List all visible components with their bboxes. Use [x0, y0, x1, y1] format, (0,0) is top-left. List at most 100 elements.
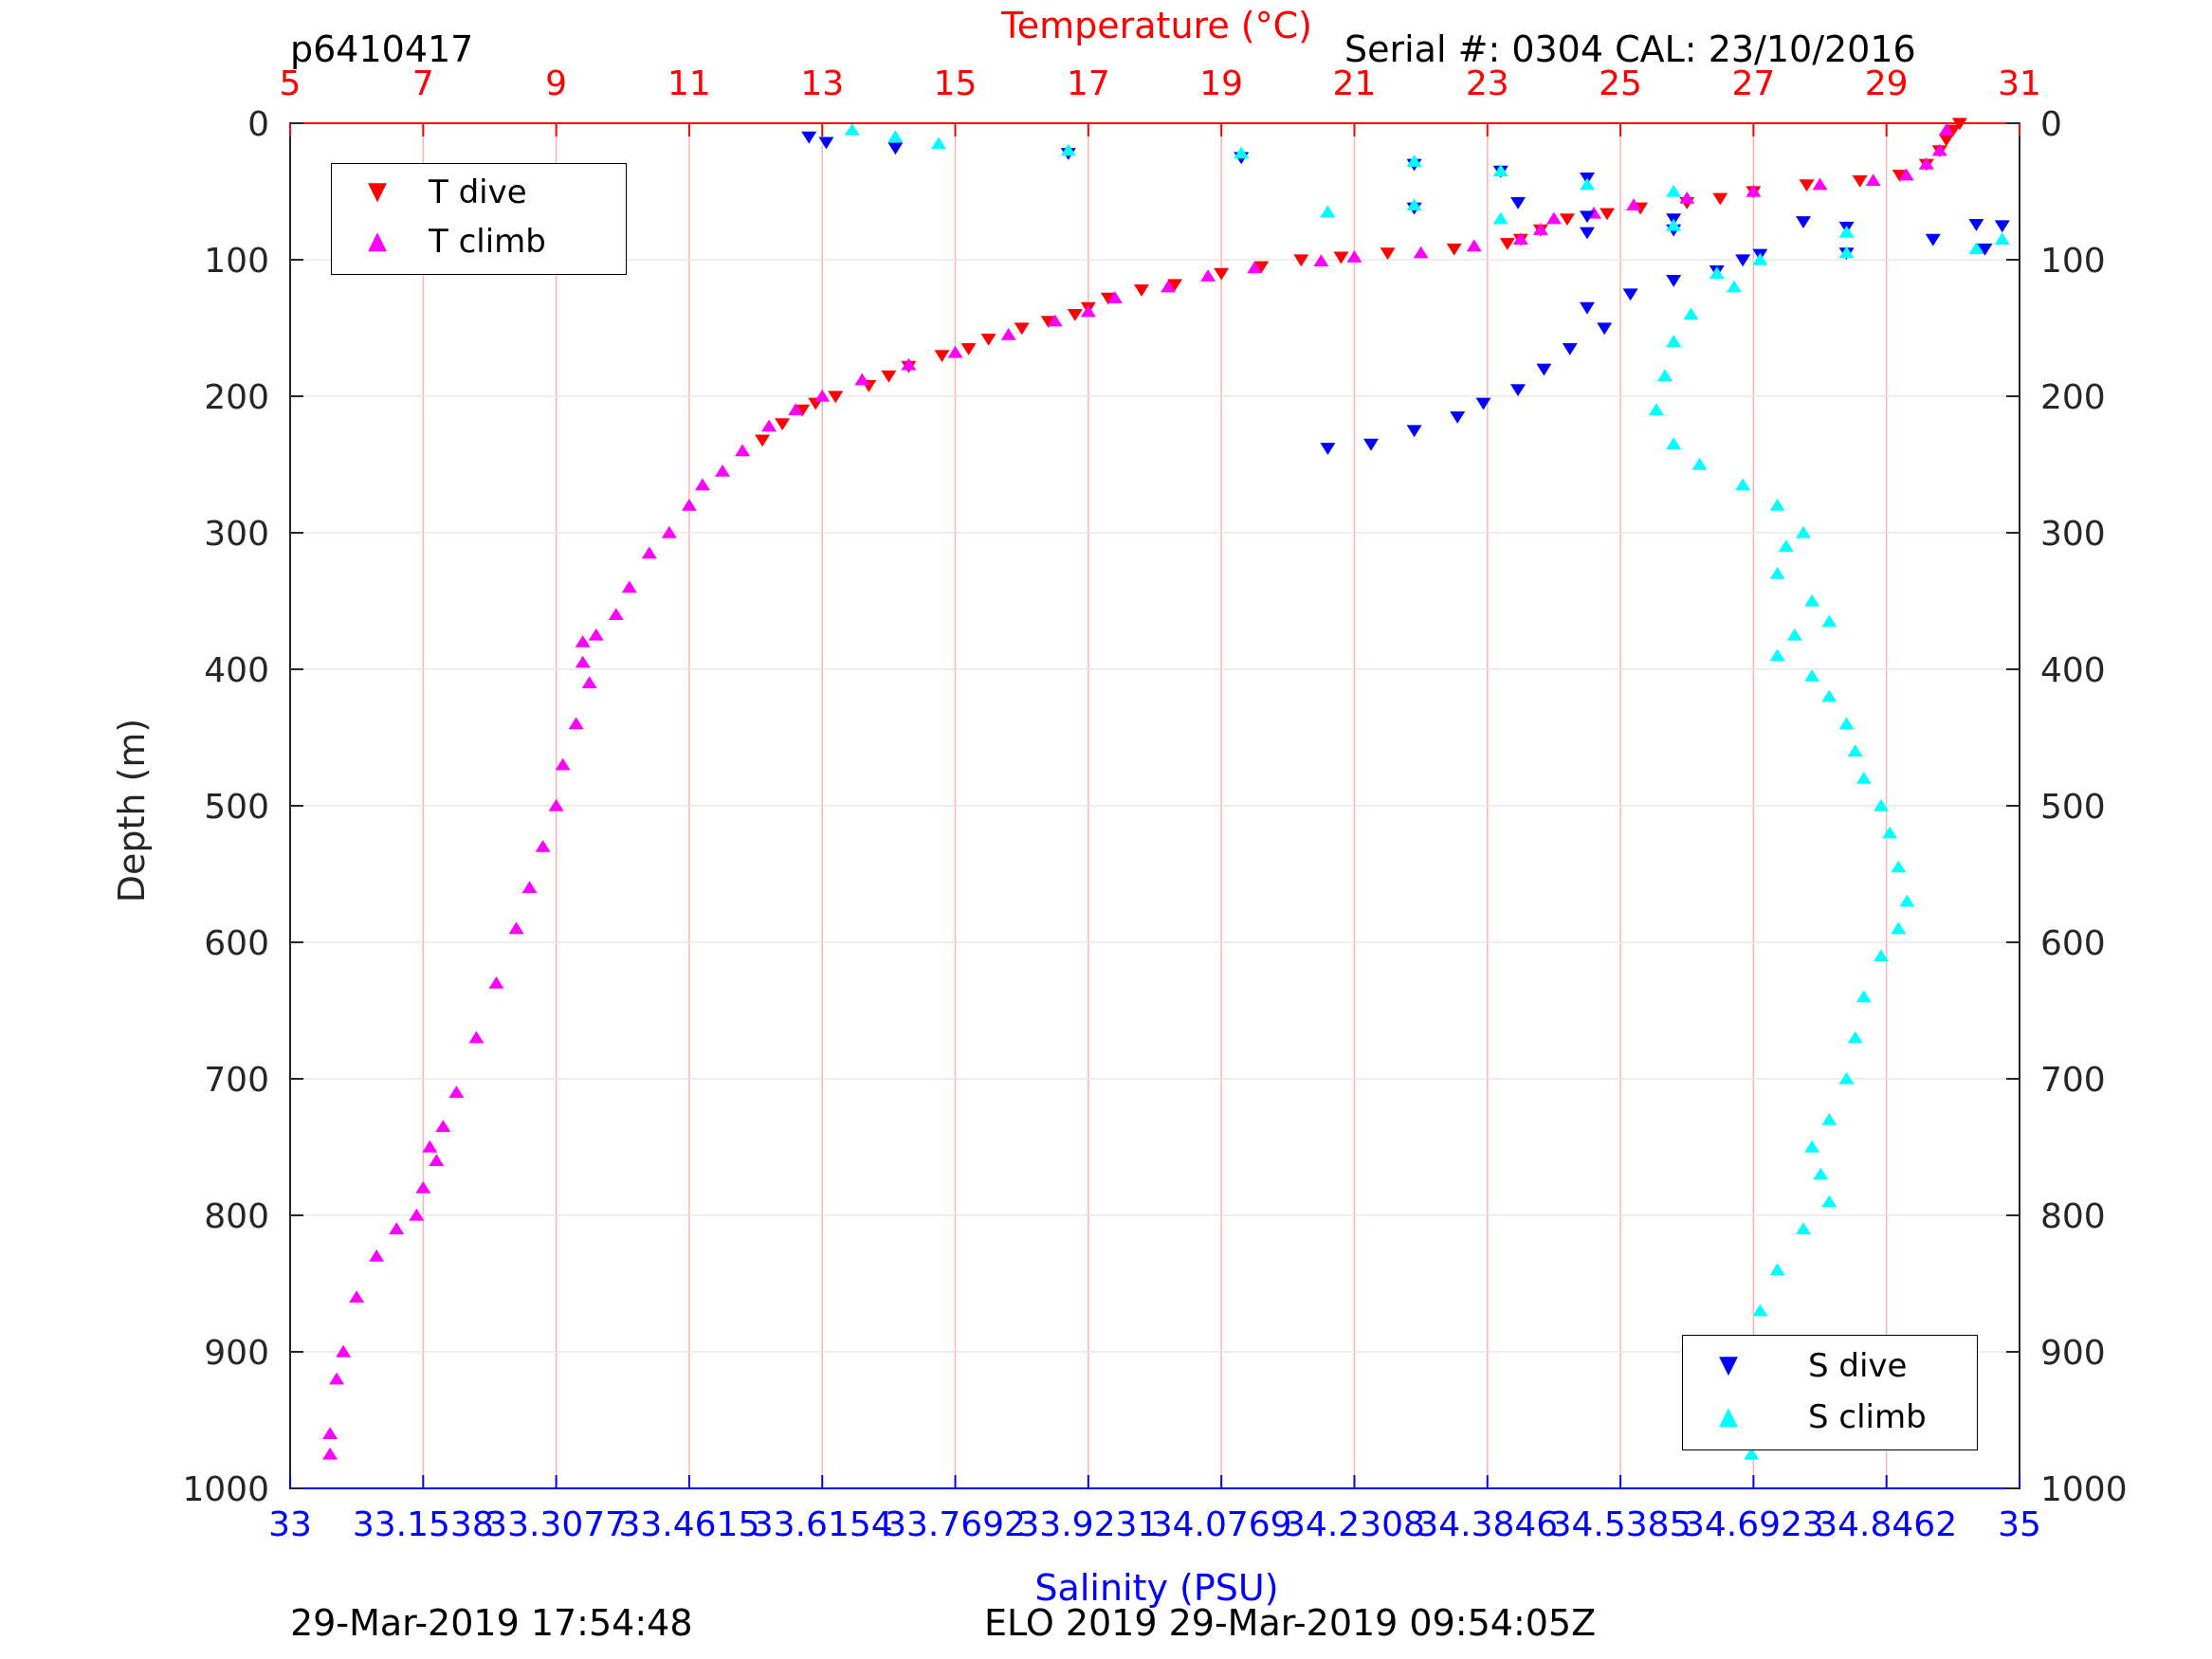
data-point	[1293, 254, 1309, 267]
data-point	[1047, 314, 1063, 327]
data-point	[435, 1120, 451, 1132]
data-point	[1838, 226, 1855, 238]
depth-tick-label-right: 400	[2040, 651, 2106, 690]
salinity-tick-label: 33.6154	[752, 1505, 893, 1544]
data-point	[1363, 438, 1379, 451]
depth-tick-label-right: 500	[2040, 788, 2106, 827]
data-point	[761, 419, 777, 432]
salinity-tick-label: 34.2308	[1284, 1505, 1425, 1544]
data-point	[1709, 266, 1725, 279]
data-point	[1580, 227, 1595, 240]
depth-tick-label-left: 500	[204, 788, 269, 827]
data-point	[1769, 1263, 1785, 1276]
data-point	[1882, 826, 1898, 839]
data-point	[1679, 191, 1695, 204]
data-point	[960, 343, 977, 356]
data-point	[795, 404, 811, 417]
data-point	[588, 628, 604, 641]
salinity-tick-label: 33.9231	[1017, 1505, 1159, 1544]
data-point	[422, 1139, 438, 1153]
data-point	[1938, 123, 1954, 136]
data-point	[369, 1249, 385, 1262]
data-point	[814, 389, 831, 402]
data-point	[1821, 689, 1837, 702]
data-point	[1838, 246, 1855, 259]
series-t-dive	[755, 118, 1967, 447]
data-point	[755, 434, 771, 447]
data-point	[1804, 1139, 1820, 1153]
data-point	[694, 478, 710, 491]
data-point	[1060, 143, 1076, 156]
data-point	[1796, 216, 1811, 228]
data-point	[1735, 478, 1751, 491]
depth-tick-label-left: 400	[204, 651, 269, 690]
series-s-climb	[844, 123, 2010, 1460]
data-point	[1778, 539, 1794, 552]
depth-tick-label-left: 100	[204, 242, 269, 281]
data-point	[1333, 251, 1349, 264]
data-point	[1648, 403, 1664, 415]
triangle-up-icon: ▲	[368, 227, 387, 255]
salinity-tick-label: 33	[268, 1505, 312, 1544]
data-point	[1200, 269, 1216, 282]
depth-tick-label-right: 1000	[2040, 1470, 2128, 1509]
data-point	[1214, 267, 1230, 281]
data-point	[844, 123, 860, 136]
data-point	[854, 373, 870, 386]
data-point	[1874, 949, 1890, 961]
data-point	[1413, 246, 1429, 259]
data-point	[1752, 1304, 1768, 1317]
data-point	[715, 465, 730, 477]
temperature-tick-label: 29	[1865, 64, 1909, 103]
data-point	[1666, 218, 1682, 231]
data-point	[1510, 196, 1526, 210]
temperature-tick-label: 31	[1998, 64, 2041, 103]
data-point	[1666, 275, 1682, 287]
data-series	[322, 118, 2010, 1460]
temperature-tick-label: 21	[1333, 64, 1377, 103]
data-point	[1600, 208, 1616, 221]
data-point	[1891, 921, 1907, 935]
salinity-tick-label: 34.0769	[1151, 1505, 1292, 1544]
data-point	[429, 1154, 445, 1166]
data-point	[409, 1208, 425, 1221]
temperature-tick-label: 19	[1199, 64, 1243, 103]
data-point	[1253, 261, 1270, 274]
data-point	[1406, 198, 1422, 210]
data-point	[1874, 798, 1890, 811]
data-point	[1559, 213, 1575, 226]
data-point	[1735, 254, 1751, 267]
temperature-tick-label: 11	[667, 64, 711, 103]
data-point	[621, 580, 637, 593]
data-point	[521, 881, 538, 893]
depth-tick-label-left: 200	[204, 378, 269, 417]
data-point	[548, 798, 564, 811]
axis-ticks: 5 7 9 11 13 15 17 19 21 23 25 27 29 31 33 33.153833.307…	[182, 64, 2127, 1544]
data-point	[641, 546, 657, 559]
salinity-tick-label: 34.5385	[1550, 1505, 1691, 1544]
data-point	[1769, 499, 1785, 511]
data-point	[568, 717, 584, 730]
depth-tick-label-left: 800	[204, 1197, 269, 1236]
data-point	[881, 370, 897, 383]
legend-label-t-climb: T climb	[429, 223, 546, 261]
depth-tick-label-left: 900	[204, 1334, 269, 1373]
data-point	[1813, 1167, 1829, 1180]
data-point	[818, 137, 834, 150]
data-point	[1838, 717, 1855, 730]
data-point	[1406, 425, 1422, 438]
data-point	[1346, 249, 1362, 263]
data-point	[1161, 280, 1177, 293]
depth-tick-label-left: 1000	[182, 1470, 269, 1509]
legend-entry-t-dive: ▼ T dive	[368, 173, 527, 211]
data-point	[1499, 238, 1515, 250]
data-point	[1580, 177, 1595, 191]
data-point	[1847, 744, 1863, 757]
data-point	[1626, 198, 1642, 210]
data-point	[555, 757, 571, 771]
data-point	[1580, 210, 1595, 224]
data-point	[1852, 174, 1868, 188]
data-point	[1380, 247, 1396, 260]
data-point	[934, 350, 950, 362]
data-point	[1536, 363, 1552, 376]
